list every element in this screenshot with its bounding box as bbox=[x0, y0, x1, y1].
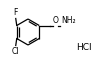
Text: HCl: HCl bbox=[76, 43, 92, 52]
Text: Cl: Cl bbox=[12, 47, 20, 56]
Text: NH₂: NH₂ bbox=[61, 16, 76, 25]
Text: O: O bbox=[52, 16, 58, 25]
Text: F: F bbox=[14, 8, 18, 17]
